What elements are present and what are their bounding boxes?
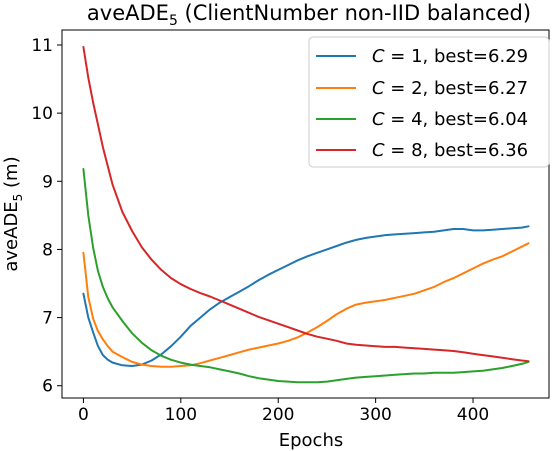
plot-area: 0 100 200 300 400 6 7 8 9 10 11: [31, 29, 550, 425]
legend-label-3: C = 4, best=6.04: [372, 109, 528, 130]
x-tick-label-0: 0: [78, 405, 89, 425]
x-tick-label-400: 400: [457, 405, 489, 425]
legend-entry-2: C = 2, best=6.27: [316, 78, 528, 99]
legend-label-1: C = 1, best=6.29: [372, 46, 528, 67]
legend-label-4: C = 8, best=6.36: [372, 140, 528, 161]
chart-title: aveADE5 (ClientNumber non-IID balanced): [87, 1, 531, 29]
chart-title-main: aveADE: [87, 1, 169, 25]
legend-label-3-rest: = 4, best=6.04: [385, 109, 529, 130]
x-tick-label-200: 200: [262, 405, 294, 425]
series-line-3: [82, 168, 530, 384]
legend-entry-4: C = 8, best=6.36: [316, 140, 528, 161]
y-tick-label-11: 11: [31, 36, 53, 56]
y-tick-label-10: 10: [31, 104, 53, 124]
y-axis-label-sub: 5: [11, 194, 25, 202]
chart-title-sub: 5: [169, 13, 178, 29]
x-tick-label-300: 300: [359, 405, 391, 425]
legend-entry-3: C = 4, best=6.04: [316, 109, 528, 130]
legend-label-3-var: C: [372, 109, 385, 130]
axes-frame: [61, 29, 550, 399]
y-tick-label-8: 8: [42, 240, 53, 260]
legend-label-2: C = 2, best=6.27: [372, 78, 528, 99]
y-tick-label-6: 6: [42, 377, 53, 397]
x-axis-label: Epochs: [279, 430, 344, 451]
y-axis-label-rest: (m): [1, 156, 22, 193]
legend-entry-1: C = 1, best=6.29: [316, 46, 528, 67]
series-line-1: [82, 225, 530, 367]
legend-label-2-var: C: [372, 78, 385, 99]
series-line-4: [82, 46, 530, 363]
y-tick-label-9: 9: [42, 172, 53, 192]
chart-title-rest: (ClientNumber non-IID balanced): [178, 1, 531, 25]
legend: C = 1, best=6.29 C = 2, best=6.27 C = 4,…: [308, 36, 550, 168]
y-axis-label: aveADE5 (m): [1, 156, 25, 271]
legend-label-1-var: C: [372, 46, 385, 67]
legend-label-2-rest: = 2, best=6.27: [385, 78, 529, 99]
series-line-2: [82, 242, 530, 368]
y-axis-label-main: aveADE: [1, 201, 22, 271]
x-tick-label-100: 100: [165, 405, 197, 425]
legend-box: [308, 36, 550, 168]
legend-label-4-var: C: [372, 140, 385, 161]
legend-label-1-rest: = 1, best=6.29: [385, 46, 529, 67]
legend-label-4-rest: = 8, best=6.36: [385, 140, 529, 161]
y-tick-label-7: 7: [42, 309, 53, 329]
